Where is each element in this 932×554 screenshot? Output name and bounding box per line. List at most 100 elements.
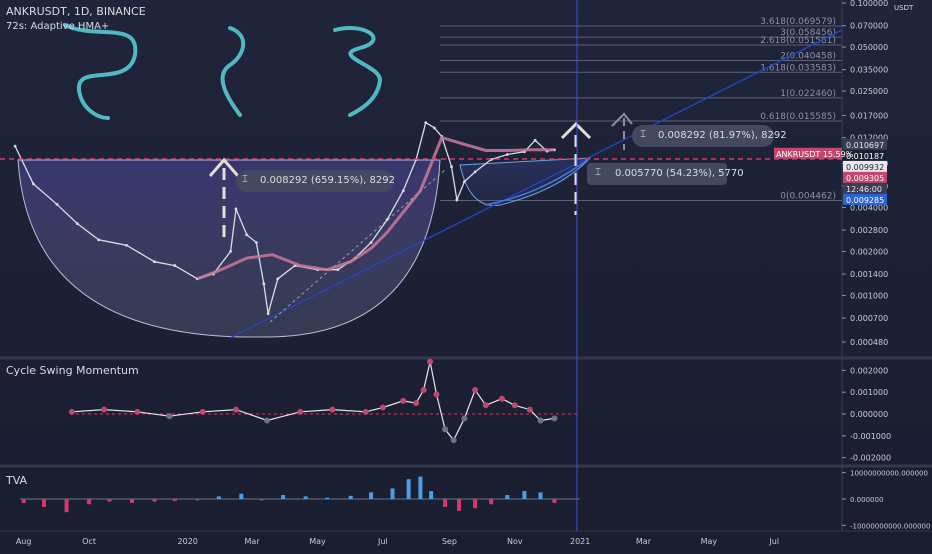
tva-bar[interactable]	[348, 495, 353, 499]
price-label-box-4[interactable]	[843, 171, 887, 183]
momentum-point[interactable]	[400, 397, 407, 404]
price-label-box-5[interactable]	[843, 182, 887, 194]
tva-bar[interactable]	[505, 495, 510, 499]
price-point[interactable]	[505, 153, 509, 156]
price-point[interactable]	[173, 264, 177, 267]
momentum-point[interactable]	[68, 408, 75, 415]
tva-bar[interactable]	[457, 499, 462, 511]
price-point[interactable]	[369, 241, 373, 244]
tva-bar[interactable]	[64, 499, 69, 513]
price-point[interactable]	[254, 241, 258, 244]
momentum-point[interactable]	[461, 415, 468, 422]
tva-bar[interactable]	[21, 499, 26, 503]
tva-bar[interactable]	[390, 488, 395, 499]
tva-bar[interactable]	[418, 476, 423, 499]
tva-bar[interactable]	[489, 499, 494, 505]
tva-bar[interactable]	[552, 499, 557, 503]
cup-and-handle-pattern[interactable]	[17, 157, 592, 338]
momentum-line[interactable]	[71, 361, 555, 442]
price-point[interactable]	[401, 189, 405, 193]
momentum-axis[interactable]: 0.002000 0.001000 0.000000 -0.001000 -0.0020…	[842, 366, 891, 463]
tva-bar[interactable]	[443, 499, 448, 507]
momentum-point[interactable]	[264, 417, 271, 424]
momentum-point[interactable]	[482, 402, 489, 409]
momentum-point[interactable]	[537, 417, 544, 424]
momentum-pane-title[interactable]: Cycle Swing Momentum	[6, 364, 139, 377]
price-point[interactable]	[276, 277, 280, 281]
price-point[interactable]	[75, 222, 79, 225]
price-point[interactable]	[229, 249, 233, 253]
price-point[interactable]	[336, 268, 340, 272]
tva-bar[interactable]	[129, 499, 134, 503]
measure-markers[interactable]	[0, 112, 842, 240]
price-point[interactable]	[125, 243, 128, 247]
tva-bar[interactable]	[281, 495, 286, 499]
measure-box-2[interactable]: ⌶ 0.005770 (54.23%), 5770	[587, 163, 744, 185]
price-point[interactable]	[97, 238, 101, 242]
tva-bar[interactable]	[216, 496, 221, 499]
tva-bar[interactable]	[152, 499, 157, 502]
momentum-point[interactable]	[379, 404, 386, 411]
momentum-point[interactable]	[442, 426, 449, 433]
handle-support-curve[interactable]	[484, 157, 591, 206]
price-point[interactable]	[262, 282, 266, 286]
price-point[interactable]	[153, 260, 156, 264]
tva-bar[interactable]	[87, 499, 92, 505]
tva-bar[interactable]	[303, 496, 308, 499]
price-point[interactable]	[455, 198, 459, 202]
tva-bar[interactable]	[107, 499, 112, 502]
price-point[interactable]	[432, 126, 436, 130]
indicator-title[interactable]: 72s: Adaptive HMA+	[6, 21, 110, 32]
symbol-change-tag[interactable]	[774, 147, 842, 159]
rising-trendline[interactable]	[229, 29, 843, 339]
symbol-title[interactable]: ANKRUSDT, 1D, BINANCE	[6, 5, 146, 18]
momentum-point[interactable]	[551, 415, 558, 422]
price-labels[interactable]: 0.010697 0.010187 0.009932 ANKRUSDT 15.59% 0…	[774, 138, 887, 205]
momentum-series[interactable]	[68, 358, 580, 444]
price-point[interactable]	[473, 170, 477, 174]
price-label-box-6[interactable]	[843, 193, 887, 205]
time-axis[interactable]: Aug Oct 2020 Mar May Jul Sep Nov 2021 Mar May Jul	[16, 537, 779, 546]
momentum-point[interactable]	[199, 408, 206, 415]
tva-bar[interactable]	[522, 491, 527, 499]
tva-bar[interactable]	[538, 492, 543, 499]
tva-bar[interactable]	[172, 499, 177, 502]
tva-axis[interactable]: 10000000000.000000 0.000000 -10000000000.0…	[842, 470, 930, 531]
tva-bar[interactable]	[239, 493, 244, 499]
tva-bar[interactable]	[473, 499, 478, 509]
momentum-point[interactable]	[498, 395, 505, 402]
tva-bar[interactable]	[369, 492, 374, 499]
price-label-box-1[interactable]	[843, 149, 887, 161]
momentum-point[interactable]	[101, 406, 108, 413]
price-point[interactable]	[462, 180, 466, 184]
price-label-box-2[interactable]	[843, 160, 887, 172]
tva-bar[interactable]	[406, 479, 411, 499]
momentum-point[interactable]	[329, 406, 336, 413]
handle-shape[interactable]	[459, 157, 592, 206]
momentum-point[interactable]	[511, 402, 518, 409]
tva-bar[interactable]	[325, 497, 330, 499]
momentum-point[interactable]	[413, 400, 420, 407]
momentum-point[interactable]	[427, 358, 434, 365]
momentum-point[interactable]	[166, 413, 173, 420]
price-point[interactable]	[450, 165, 453, 169]
momentum-point[interactable]	[297, 408, 304, 415]
price-point[interactable]	[533, 138, 537, 142]
momentum-point[interactable]	[134, 408, 141, 415]
price-point[interactable]	[424, 121, 428, 125]
tva-bar[interactable]	[429, 491, 434, 499]
price-point[interactable]	[266, 312, 270, 316]
tva-histogram[interactable]	[20, 476, 580, 513]
momentum-point[interactable]	[450, 437, 457, 444]
momentum-point[interactable]	[362, 408, 369, 415]
price-label-box-0[interactable]	[843, 138, 887, 150]
price-point[interactable]	[234, 207, 238, 211]
measure-box-1[interactable]: ⌶ 0.008292 (659.15%), 8292	[236, 170, 395, 192]
price-point[interactable]	[13, 144, 17, 148]
cup-shape[interactable]	[17, 159, 441, 338]
momentum-point[interactable]	[420, 387, 427, 393]
tva-bar[interactable]	[195, 499, 200, 501]
momentum-point[interactable]	[472, 387, 479, 393]
